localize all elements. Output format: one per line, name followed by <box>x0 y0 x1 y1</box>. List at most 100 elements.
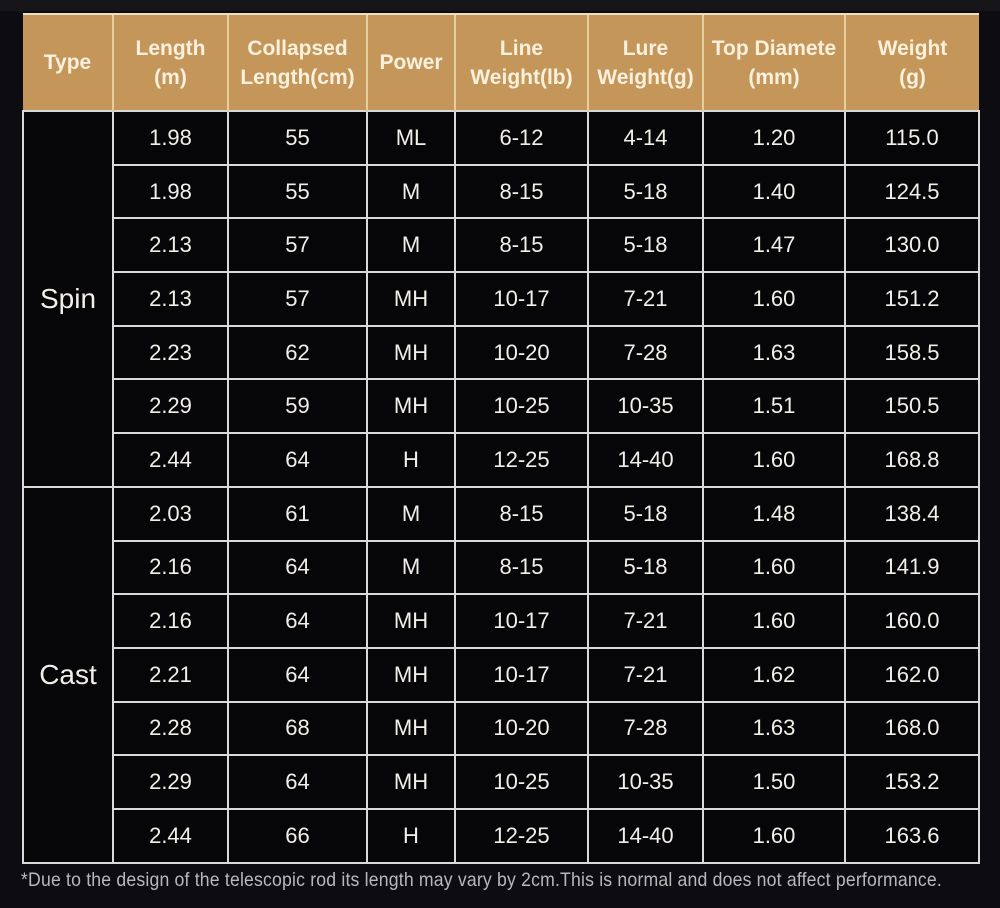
spec-cell: 130.0 <box>844 217 980 274</box>
col-header-power-label: Power <box>379 51 443 74</box>
spec-cell: MH <box>366 378 456 435</box>
table-row: 2.23 62 MH 10-20 7-28 1.63 158.5 <box>23 324 980 381</box>
spec-cell: M <box>366 163 456 220</box>
spec-cell: 5-18 <box>587 163 704 220</box>
spec-cell: ML <box>366 110 456 166</box>
spec-cell: 10-25 <box>454 754 589 810</box>
table-row: 2.29 64 MH 10-25 10-35 1.50 153.2 <box>23 754 980 810</box>
spec-cell: 8-15 <box>454 217 589 274</box>
spec-cell: 138.4 <box>844 485 980 542</box>
spec-cell: 57 <box>227 217 368 274</box>
spec-cell: MH <box>366 646 456 703</box>
col-header-length-label: Length <box>135 36 206 60</box>
spec-cell: 2.03 <box>112 485 229 542</box>
spec-cell: 1.47 <box>702 217 846 274</box>
table-row: 2.13 57 MH 10-17 7-21 1.60 151.2 <box>23 271 980 327</box>
table-row: 2.44 64 H 12-25 14-40 1.60 168.8 <box>23 432 980 488</box>
spec-cell: 7-21 <box>587 646 704 703</box>
col-header-type-label: Type <box>43 51 92 74</box>
spec-cell: 8-15 <box>454 539 589 596</box>
table-row: 2.44 66 H 12-25 14-40 1.60 163.6 <box>23 807 980 864</box>
spec-cell: 68 <box>227 700 368 757</box>
table-row: 2.29 59 MH 10-25 10-35 1.51 150.5 <box>23 378 980 435</box>
col-header-collapsed-unit: Length(cm) <box>240 65 355 89</box>
spec-cell: 150.5 <box>844 378 980 435</box>
spec-cell: 10-17 <box>454 646 589 703</box>
spec-cell: 7-21 <box>587 593 704 649</box>
spec-cell: 160.0 <box>844 593 980 649</box>
spec-cell: 61 <box>227 485 368 542</box>
spec-cell: 1.60 <box>702 432 846 488</box>
spec-cell: 5-18 <box>587 485 704 542</box>
spec-cell: 57 <box>227 271 368 327</box>
spec-cell: 14-40 <box>587 432 704 488</box>
spec-cell: 153.2 <box>844 754 980 810</box>
spec-cell: 12-25 <box>454 807 589 864</box>
spec-cell: 64 <box>227 539 368 596</box>
spec-cell: 162.0 <box>844 646 980 703</box>
spec-cell: 66 <box>227 807 368 864</box>
spec-cell: 1.48 <box>702 485 846 542</box>
type-cell-cast: Cast <box>22 485 114 864</box>
spec-cell: 4-14 <box>587 110 704 166</box>
col-header-weight-label: Weight <box>877 36 948 60</box>
spec-cell: MH <box>366 324 456 381</box>
col-header-length-unit: (m) <box>154 65 187 89</box>
col-header-power: Power <box>366 13 455 111</box>
col-header-weight-unit: (g) <box>899 65 926 89</box>
table-row: 2.13 57 M 8-15 5-18 1.47 130.0 <box>23 217 980 274</box>
spec-cell: 2.23 <box>112 324 229 381</box>
table-body: Spin 1.98 55 ML 6-12 4-14 1.20 115.0 1.98 55 M 8-15… <box>22 110 980 864</box>
spec-cell: H <box>366 807 456 864</box>
spec-cell: 1.20 <box>702 110 846 166</box>
table-row: Cast 2.03 61 M 8-15 5-18 1.48 138.4 <box>22 485 980 864</box>
col-header-lure-weight-unit: Weight(g) <box>597 65 694 89</box>
footnote: *Due to the design of the telescopic rod… <box>21 869 942 891</box>
spec-cell: 1.98 <box>112 163 229 220</box>
spec-cell: MH <box>366 593 456 649</box>
spec-cell: 55 <box>227 163 368 220</box>
spec-cell: 2.13 <box>112 217 229 274</box>
col-header-collapsed-length: Collapsed Length(cm) <box>227 13 367 111</box>
spec-cell: 2.21 <box>112 646 229 703</box>
spec-cell: 2.29 <box>112 378 229 435</box>
col-header-collapsed-label: Collapsed <box>247 36 348 60</box>
spec-cell: 1.60 <box>702 807 846 864</box>
spec-cell: 1.63 <box>702 324 846 381</box>
col-header-line-weight-unit: Weight(lb) <box>470 65 573 89</box>
spec-cell: 64 <box>227 754 368 810</box>
spec-cell: MH <box>366 271 456 327</box>
spec-cell: 1.60 <box>702 539 846 596</box>
spec-cell: 10-35 <box>587 754 704 810</box>
spec-cell: 1.98 <box>112 110 229 166</box>
spec-cell: 1.50 <box>702 754 846 810</box>
spec-cell: 2.13 <box>112 271 229 327</box>
type-cell-spin: Spin <box>22 110 114 488</box>
spec-cell: 7-21 <box>587 271 704 327</box>
spec-cell: 2.16 <box>112 539 229 596</box>
col-header-type: Type <box>23 13 113 111</box>
spec-cell: MH <box>366 754 456 810</box>
col-header-top-diameter-unit: (mm) <box>748 65 800 89</box>
spec-cell: 8-15 <box>454 163 589 220</box>
spec-cell: M <box>366 539 456 596</box>
spec-cell: 1.60 <box>702 593 846 649</box>
spec-cell: 1.60 <box>702 271 846 327</box>
col-header-lure-weight: Lure Weight(g) <box>587 13 703 111</box>
col-header-top-diameter: Top Diamete (mm) <box>702 13 845 111</box>
spec-cell: 168.8 <box>844 432 980 488</box>
spec-cell: 158.5 <box>844 324 980 381</box>
spec-cell: 2.16 <box>112 593 229 649</box>
spec-cell: 10-25 <box>454 378 589 435</box>
spec-cell: 62 <box>227 324 368 381</box>
spec-cell: 2.28 <box>112 700 229 757</box>
spec-cell: 1.51 <box>702 378 846 435</box>
spec-cell: 55 <box>227 110 368 166</box>
table-row: 1.98 55 M 8-15 5-18 1.40 124.5 <box>23 163 980 220</box>
spec-cell: 7-28 <box>587 324 704 381</box>
spec-cell: 5-18 <box>587 539 704 596</box>
spec-cell: 12-25 <box>454 432 589 488</box>
table-row: Spin 1.98 55 ML 6-12 4-14 1.20 115.0 <box>22 110 980 488</box>
spec-cell: 2.29 <box>112 754 229 810</box>
